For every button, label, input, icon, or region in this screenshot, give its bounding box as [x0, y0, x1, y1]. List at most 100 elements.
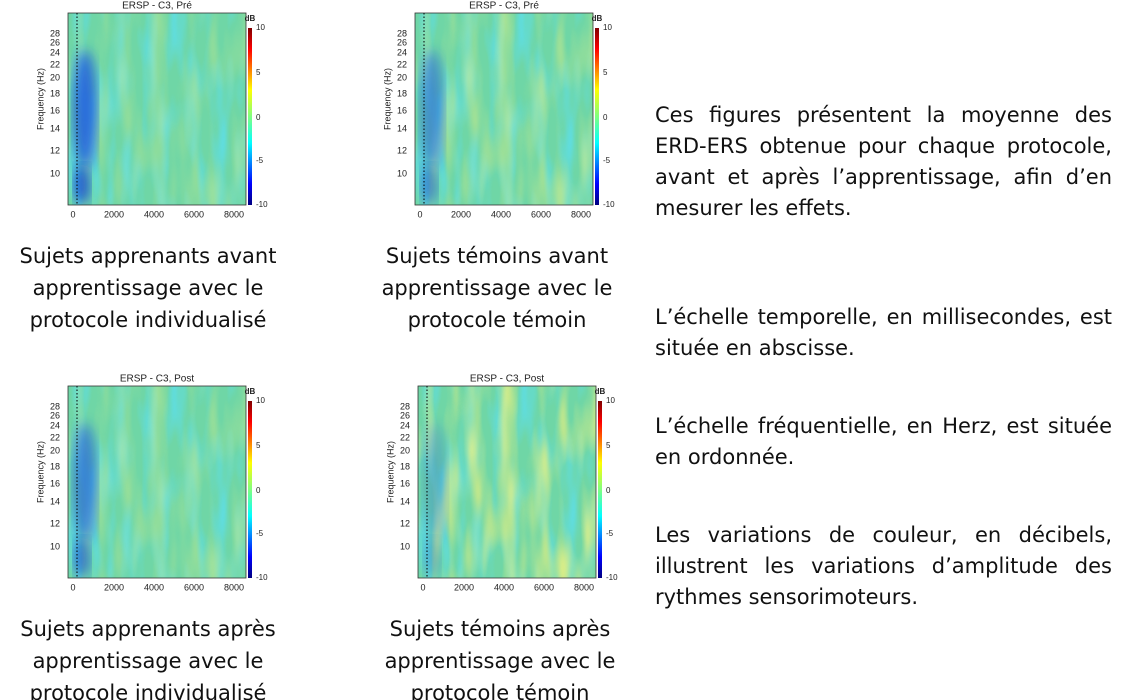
colorbar-tick-label: -10	[256, 200, 268, 209]
x-tick-label: 6000	[184, 582, 204, 592]
caption-line: apprentissage avec le	[381, 276, 613, 300]
colorbar-label: dB	[595, 387, 606, 396]
heatmap-blue	[420, 50, 444, 170]
caption: Sujets apprenants avant apprentissage ave…	[0, 240, 298, 336]
y-tick-label: 20	[50, 72, 60, 82]
colorbar-tick-label: 5	[606, 441, 611, 450]
y-tick-label: 10	[50, 168, 60, 178]
colorbar-tick-label: 0	[603, 113, 608, 122]
colorbar	[595, 28, 599, 205]
caption-line: Sujets témoins après	[389, 617, 611, 641]
x-tick-label: 0	[417, 209, 422, 219]
colorbar-tick-label: 10	[603, 23, 612, 32]
panel-title: ERSP - C3, Pré	[122, 1, 192, 12]
x-tick-label: 4000	[491, 209, 511, 219]
x-tick-label: 2000	[104, 209, 124, 219]
y-axis-label: Frequency (Hz)	[382, 68, 392, 130]
y-tick-label: 20	[397, 72, 407, 82]
panel-title: ERSP - C3, Post	[120, 374, 195, 385]
x-tick-label: 8000	[574, 582, 594, 592]
x-tick-label: 4000	[144, 209, 164, 219]
colorbar	[248, 28, 252, 205]
y-tick-label: 26	[50, 410, 60, 420]
heatmap-warm	[418, 386, 596, 578]
colorbar-label: dB	[245, 387, 256, 396]
heatmap-warm	[415, 13, 593, 205]
y-tick-label: 28	[397, 28, 407, 38]
y-tick-label: 24	[397, 47, 407, 57]
y-tick-label: 20	[50, 445, 60, 455]
x-tick-label: 6000	[534, 582, 554, 592]
plot-frame	[67, 12, 247, 206]
colorbar	[598, 401, 602, 578]
caption: Sujets apprenants après apprentissage ave…	[0, 613, 298, 700]
y-tick-label: 18	[50, 88, 60, 98]
caption-line: protocole témoin	[410, 681, 590, 700]
heatmap	[418, 386, 596, 578]
y-tick-label: 16	[50, 105, 60, 115]
heatmap-blue	[74, 538, 90, 578]
x-tick-label: 6000	[531, 209, 551, 219]
paragraph: Les variations de couleur, en décibels, …	[655, 523, 1112, 609]
heatmap-blue	[424, 538, 440, 578]
colorbar-tick-label: -10	[606, 573, 618, 582]
colorbar-tick-label: -5	[256, 529, 264, 538]
paragraph: L’échelle fréquentielle, en Herz, est si…	[655, 414, 1112, 469]
y-tick-label: 22	[50, 59, 60, 69]
heatmap-warm	[68, 386, 246, 578]
heatmap	[68, 386, 246, 578]
y-axis-label: Frequency (Hz)	[35, 68, 45, 130]
y-tick-label: 14	[397, 123, 407, 133]
y-axis-label: Frequency (Hz)	[385, 441, 395, 503]
y-tick-label: 22	[50, 432, 60, 442]
colorbar-tick-label: 0	[606, 486, 611, 495]
colorbar-label: dB	[245, 14, 256, 23]
panel-title: ERSP - C3, Post	[470, 374, 545, 385]
caption-line: protocole témoin	[407, 308, 587, 332]
y-tick-label: 18	[400, 461, 410, 471]
x-tick-label: 8000	[224, 582, 244, 592]
x-tick-label: 2000	[454, 582, 474, 592]
caption-line: apprentissage avec le	[32, 276, 264, 300]
caption-line: apprentissage avec le	[32, 649, 264, 673]
heatmap-blue	[423, 423, 447, 543]
x-tick-label: 8000	[571, 209, 591, 219]
heatmap-blue	[74, 165, 90, 205]
colorbar-label: dB	[592, 14, 603, 23]
y-tick-label: 20	[400, 445, 410, 455]
x-tick-label: 2000	[104, 582, 124, 592]
colorbar-tick-label: 0	[256, 113, 261, 122]
colorbar-tick-label: -5	[256, 156, 264, 165]
plot-frame	[414, 12, 594, 206]
colorbar-tick-label: 10	[256, 23, 265, 32]
heatmap	[415, 13, 593, 205]
y-tick-label: 12	[50, 145, 60, 155]
colorbar	[248, 401, 252, 578]
colorbar-tick-label: -10	[603, 200, 615, 209]
colorbar-tick-label: -5	[603, 156, 611, 165]
y-tick-label: 22	[397, 59, 407, 69]
colorbar-tick-label: -10	[256, 573, 268, 582]
heatmap-blue	[421, 165, 437, 205]
y-tick-label: 10	[50, 541, 60, 551]
caption-line: Sujets apprenants avant	[19, 244, 277, 268]
x-tick-label: 0	[70, 209, 75, 219]
colorbar-tick-label: 5	[603, 68, 608, 77]
x-tick-label: 4000	[144, 582, 164, 592]
y-tick-label: 12	[400, 518, 410, 528]
caption-line: protocole individualisé	[29, 308, 267, 332]
y-tick-label: 16	[50, 478, 60, 488]
y-tick-label: 12	[397, 145, 407, 155]
x-tick-label: 2000	[451, 209, 471, 219]
caption-line: Sujets apprenants après	[20, 617, 276, 641]
y-tick-label: 16	[397, 105, 407, 115]
y-tick-label: 18	[397, 88, 407, 98]
y-tick-label: 24	[400, 420, 410, 430]
x-tick-label: 4000	[494, 582, 514, 592]
y-tick-label: 26	[397, 37, 407, 47]
y-tick-label: 10	[400, 541, 410, 551]
